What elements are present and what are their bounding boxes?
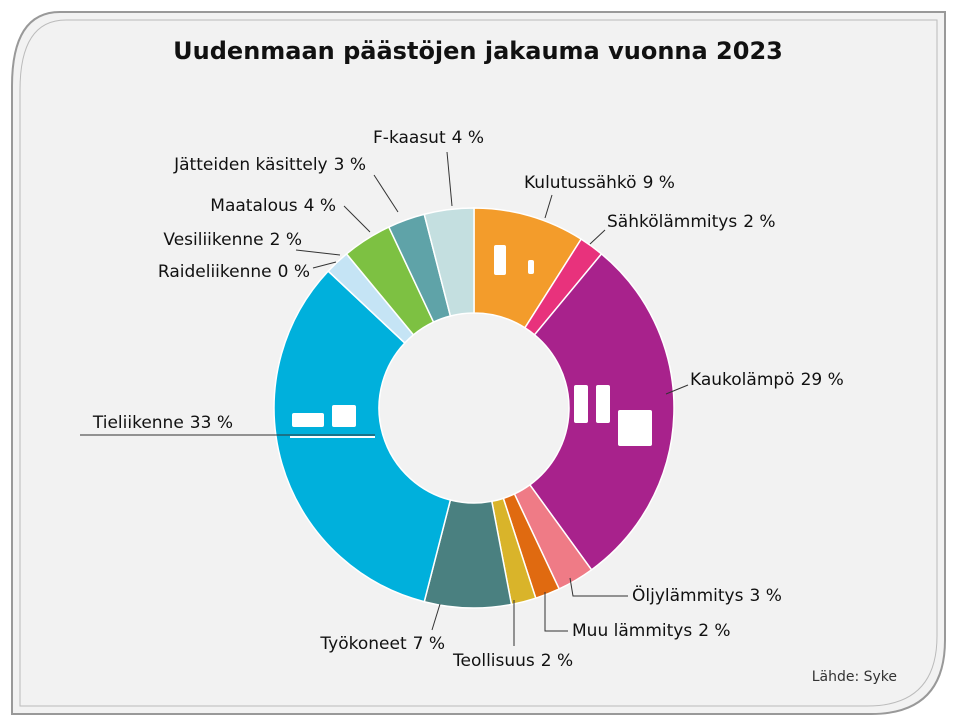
icon xyxy=(618,410,652,446)
slice-label: Maatalous 4 % xyxy=(210,196,336,216)
icon xyxy=(528,260,534,274)
category-label: Kulutussähkö xyxy=(524,173,637,193)
category-label: Työkoneet xyxy=(319,634,407,654)
icon xyxy=(596,385,610,423)
slice-label: Raideliikenne 0 % xyxy=(158,262,310,282)
value-label: 0 % xyxy=(278,262,310,282)
value-label: 3 % xyxy=(749,586,781,606)
slice-label: Vesiliikenne 2 % xyxy=(163,230,302,250)
slice-label: Jätteiden käsittely 3 % xyxy=(173,155,366,175)
slice-label: Kulutussähkö 9 % xyxy=(524,173,675,193)
leader-line xyxy=(569,577,628,597)
value-label: 2 % xyxy=(270,230,302,250)
leader-line xyxy=(343,205,371,233)
value-label: 33 % xyxy=(190,413,233,433)
category-label: Kaukolämpö xyxy=(690,370,795,390)
source: Lähde: Syke xyxy=(812,669,897,685)
leader-line xyxy=(589,229,606,245)
slice-label: Kaukolämpö 29 % xyxy=(690,370,844,390)
category-label: Muu lämmitys xyxy=(572,621,692,641)
category-label: Jätteiden käsittely xyxy=(173,155,328,175)
category-label: Vesiliikenne xyxy=(163,230,263,250)
icon xyxy=(292,413,324,427)
slice-label: Muu lämmitys 2 % xyxy=(572,621,731,641)
leader-line xyxy=(431,603,441,631)
leader-line xyxy=(446,151,453,207)
value-label: 4 % xyxy=(452,128,484,148)
icon xyxy=(494,245,506,275)
slice xyxy=(423,207,475,317)
category-label: Tieliikenne xyxy=(92,413,184,433)
slice-label: Öljylämmitys 3 % xyxy=(632,584,782,606)
slice-label: Tieliikenne 33 % xyxy=(92,413,233,433)
value-label: 2 % xyxy=(743,212,775,232)
category-label: Sähkölämmitys xyxy=(607,212,737,232)
icon xyxy=(574,385,588,423)
value-label: 9 % xyxy=(643,173,675,193)
value-label: 2 % xyxy=(541,651,573,671)
slice-label: Teollisuus 2 % xyxy=(452,651,573,671)
frame-inner xyxy=(19,19,938,707)
category-label: Raideliikenne xyxy=(158,262,272,282)
leader-line xyxy=(295,249,341,256)
slice-label: Sähkölämmitys 2 % xyxy=(607,212,776,232)
chart-title: Uudenmaan päästöjen jakauma vuonna 2023 xyxy=(173,37,783,65)
category-label: Maatalous xyxy=(210,196,297,216)
leader-line xyxy=(665,384,689,395)
leader-line xyxy=(312,261,337,269)
value-label: 2 % xyxy=(698,621,730,641)
slice-label: F-kaasut 4 % xyxy=(373,128,484,148)
category-label: F-kaasut xyxy=(373,128,446,148)
leader-line xyxy=(544,194,553,219)
value-label: 4 % xyxy=(304,196,336,216)
category-label: Teollisuus xyxy=(452,651,535,671)
slice-label: Työkoneet 7 % xyxy=(319,634,445,654)
icon xyxy=(332,405,356,427)
frame xyxy=(11,11,946,715)
value-label: 7 % xyxy=(413,634,445,654)
leader-line xyxy=(373,174,399,213)
leader-line xyxy=(544,592,568,632)
value-label: 3 % xyxy=(334,155,366,175)
category-label: Öljylämmitys xyxy=(632,584,744,606)
value-label: 29 % xyxy=(801,370,844,390)
